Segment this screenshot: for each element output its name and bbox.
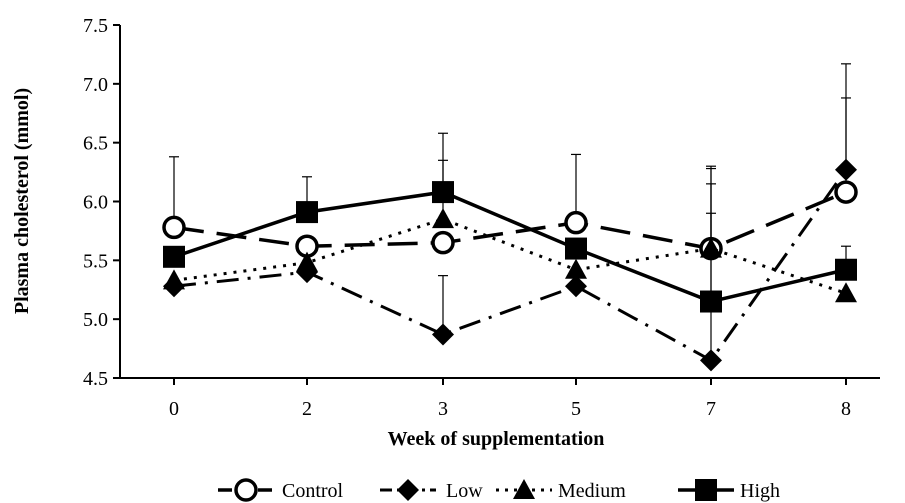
legend-label: Low (446, 480, 483, 502)
x-tick-label: 5 (571, 398, 581, 420)
x-tick-label: 2 (302, 398, 312, 420)
y-tick-label: 5.5 (83, 250, 108, 272)
x-tick-label: 7 (706, 398, 716, 420)
point-circle-legend (234, 478, 258, 502)
series-line (173, 217, 847, 295)
point-triangle (835, 282, 857, 303)
point-diamond (565, 275, 587, 298)
series-line (173, 190, 847, 251)
y-tick-labels: 4.5 5.0 5.5 6.0 6.5 7.0 7.5 (83, 15, 108, 390)
point-diamond (700, 349, 722, 372)
x-tick-label: 8 (841, 398, 851, 420)
point-square (700, 290, 722, 313)
point-diamond-legend (397, 479, 419, 501)
point-square (432, 181, 454, 204)
x-tick-label: 3 (438, 398, 448, 420)
point-square-legend (695, 479, 717, 501)
series-line (173, 168, 848, 363)
series-line (173, 190, 847, 304)
point-circle (834, 180, 858, 204)
legend: Control Low Medium High (218, 478, 780, 502)
x-tick-labels: 0 2 3 5 7 8 (169, 398, 851, 420)
point-triangle (163, 269, 185, 290)
y-tick-label: 5.0 (83, 309, 108, 331)
point-square (163, 245, 185, 268)
point-square (835, 258, 857, 281)
point-triangle (296, 251, 318, 272)
series-layer (162, 63, 858, 372)
legend-item-high: High (678, 479, 780, 502)
point-triangle (432, 208, 454, 229)
legend-label: Control (282, 480, 344, 502)
legend-item-low: Low (380, 479, 483, 502)
x-tick-label: 0 (169, 398, 179, 420)
legend-label: Medium (558, 480, 626, 502)
legend-label: High (740, 480, 780, 502)
point-diamond (432, 323, 454, 346)
legend-item-medium: Medium (496, 479, 626, 502)
point-square (296, 201, 318, 224)
y-tick-label: 7.5 (83, 15, 108, 37)
series-low (163, 63, 857, 372)
point-circle (564, 210, 588, 235)
x-axis-title: Week of supplementation (388, 428, 605, 450)
point-triangle-legend (513, 479, 535, 499)
series-control (162, 97, 858, 261)
y-tick-label: 7.0 (83, 74, 108, 96)
point-circle (431, 230, 455, 255)
series-medium (163, 159, 857, 303)
y-tick-label: 6.0 (83, 192, 108, 214)
point-circle (162, 215, 186, 240)
y-tick-label: 6.5 (83, 133, 108, 155)
legend-item-control: Control (218, 478, 344, 502)
y-tick-label: 4.5 (83, 368, 108, 390)
series-high (163, 132, 857, 313)
point-diamond (835, 158, 857, 181)
point-triangle (565, 258, 587, 279)
axes (113, 24, 880, 385)
point-square (565, 237, 587, 260)
y-axis-title: Plasma cholesterol (mmol) (11, 88, 33, 314)
